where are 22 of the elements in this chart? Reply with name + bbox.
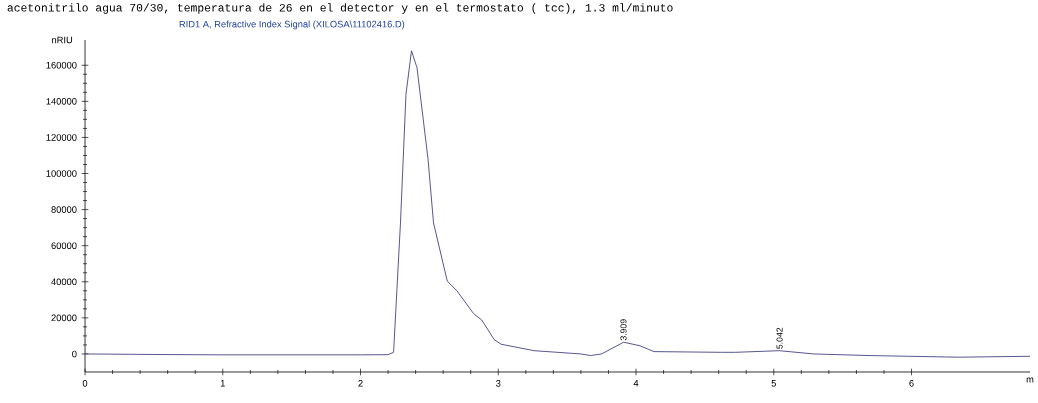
y-tick-label: 20000 (51, 314, 77, 322)
y-tick-label: 0 (72, 350, 77, 358)
x-axis-title: m (1026, 377, 1034, 383)
x-tick-label: 3 (496, 380, 501, 387)
y-tick-label: 40000 (51, 278, 77, 286)
y-tick-label: 60000 (51, 242, 77, 249)
y-tick-label: 100000 (46, 170, 77, 177)
x-tick-label: 5 (771, 380, 776, 387)
y-tick-label: 120000 (46, 134, 77, 141)
x-tick-label: 4 (633, 380, 639, 387)
chart-title: acetonitrilo agua 70/30, temperatura de 26 en el detector y en el termostato ( tcc), 1.3 ml/minuto (7, 3, 673, 14)
chart-subtitle: RID1 A, Refractive Index Signal (XILOSA\11102416.D) (179, 20, 405, 30)
x-tick-label: 2 (358, 380, 363, 387)
y-tick-label: 140000 (46, 98, 77, 105)
x-tick-label: 1 (220, 380, 225, 387)
annotation: 3.909 (620, 319, 627, 341)
x-tick-label: 0 (82, 380, 88, 387)
y-tick-label: 160000 (46, 61, 77, 69)
y-axis-title: nRIU (52, 36, 73, 44)
x-tick-label: 6 (909, 380, 914, 387)
y-tick-label: 80000 (51, 206, 77, 213)
annotation: 5.042 (776, 327, 783, 349)
